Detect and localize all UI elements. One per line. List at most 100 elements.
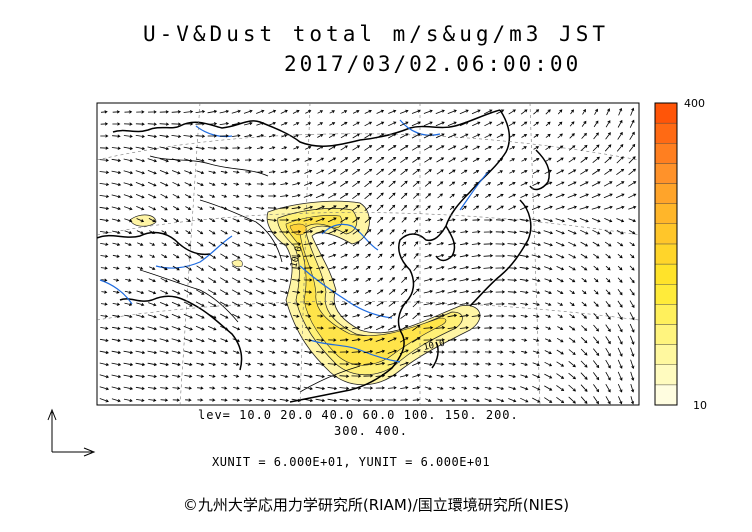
wind-arrow: [388, 192, 396, 200]
wind-arrow: [592, 372, 600, 381]
wind-arrow: [496, 386, 505, 390]
vector-units: XUNIT = 6.000E+01, YUNIT = 6.000E+01: [212, 455, 491, 469]
wind-arrow: [208, 277, 217, 283]
wind-arrow: [424, 386, 432, 390]
wind-arrow: [605, 383, 611, 393]
wind-arrow: [387, 361, 398, 366]
wind-arrow: [483, 290, 494, 294]
wind-arrow: [592, 348, 600, 357]
wind-arrow: [208, 362, 217, 366]
coastlines: [97, 109, 550, 403]
wind-arrow: [256, 374, 264, 378]
wind-arrow: [269, 146, 276, 150]
wind-arrow: [219, 289, 229, 295]
wind-arrow: [617, 335, 623, 345]
wind-arrow: [496, 374, 504, 378]
wind-arrow: [399, 337, 409, 343]
wind-arrow: [244, 338, 252, 342]
wind-arrow: [124, 218, 133, 223]
wind-arrow: [269, 350, 276, 354]
wind-arrow: [460, 362, 468, 366]
wind-arrow: [148, 193, 157, 199]
wind-arrow: [630, 335, 635, 345]
wind-arrow: [569, 302, 575, 306]
wind-arrow: [232, 338, 241, 343]
wind-arrow: [341, 290, 348, 294]
wind-arrow: [341, 302, 348, 306]
wind-arrow: [220, 350, 229, 355]
wind-arrow: [135, 374, 146, 379]
wind-arrow: [136, 230, 144, 235]
wind-arrow: [568, 384, 576, 392]
wind-arrow: [255, 289, 265, 295]
wind-arrow: [423, 133, 433, 139]
wind-arrow: [399, 121, 409, 127]
wind-arrow: [100, 134, 109, 138]
wind-arrow: [137, 254, 144, 258]
wind-arrow: [412, 398, 420, 402]
wind-arrow: [112, 134, 121, 138]
wind-arrow: [171, 122, 182, 126]
wind-arrow: [412, 180, 420, 187]
wind-arrow: [207, 301, 217, 307]
wind-arrow: [544, 350, 552, 355]
wind-arrow: [148, 302, 157, 307]
wind-arrow: [317, 314, 324, 318]
wind-arrow: [581, 265, 588, 271]
wind-arrow: [447, 338, 457, 342]
wind-arrow: [267, 266, 277, 271]
wind-arrow: [196, 241, 204, 247]
wind-arrow: [123, 146, 134, 151]
wind-arrow: [304, 338, 312, 342]
wind-arrow: [616, 156, 624, 164]
wind-arrow: [401, 265, 407, 271]
wind-arrow: [291, 266, 301, 270]
wind-arrow: [437, 205, 443, 211]
wind-arrow: [605, 301, 611, 308]
wind-arrow: [509, 170, 516, 174]
wind-arrow: [185, 218, 191, 222]
wind-arrow: [605, 396, 611, 405]
wind-arrow: [305, 314, 312, 318]
wind-arrow: [268, 182, 277, 186]
wind-arrow: [171, 350, 181, 355]
wind-arrow: [197, 398, 204, 402]
wind-arrow: [221, 386, 228, 390]
wind-arrow: [544, 338, 552, 342]
wind-arrow: [183, 301, 193, 307]
wind-arrow: [473, 205, 480, 211]
wind-arrow: [328, 253, 337, 258]
wind-arrow: [568, 265, 576, 271]
wind-arrow: [135, 362, 146, 367]
dust-plume: [129, 200, 481, 386]
wind-arrow: [220, 146, 229, 150]
wind-arrow: [243, 265, 253, 271]
wind-arrow: [159, 314, 169, 319]
wind-arrow: [569, 313, 576, 319]
wind-arrow: [339, 374, 350, 378]
wind-arrow: [208, 338, 217, 343]
wind-arrow: [195, 325, 205, 331]
wind-arrow: [124, 290, 132, 294]
wind-arrow: [279, 218, 290, 222]
wind-arrow: [255, 242, 265, 247]
wind-arrow: [160, 193, 169, 199]
wind-arrow: [568, 169, 577, 175]
wind-arrow: [603, 181, 613, 187]
wind-arrow: [387, 145, 397, 151]
wind-arrow: [568, 337, 576, 343]
wind-arrow: [425, 218, 432, 222]
wind-arrow: [580, 144, 588, 151]
wind-arrow: [581, 325, 588, 332]
wind-arrow: [508, 374, 517, 378]
wind-arrow: [618, 396, 623, 405]
wind-arrow: [231, 121, 241, 126]
wind-arrow: [195, 110, 206, 114]
wind-arrow: [533, 109, 540, 115]
wind-arrow: [521, 134, 528, 138]
wind-arrow: [520, 314, 528, 318]
wind-arrow: [316, 145, 324, 150]
wind-arrow: [605, 324, 611, 333]
wind-arrow: [245, 362, 252, 366]
wind-arrow: [315, 205, 325, 211]
